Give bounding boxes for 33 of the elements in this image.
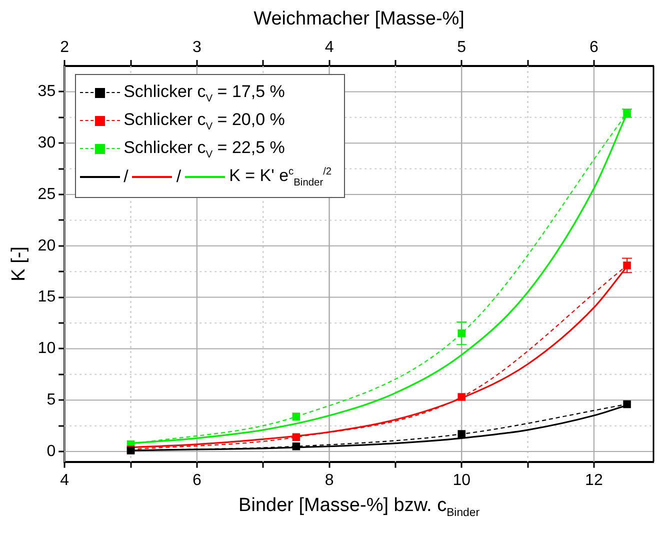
- point: [623, 400, 631, 408]
- legend-label: Schlicker c$_{V}$ = 20,0 %: [124, 110, 285, 132]
- x2-tick-label: 3: [192, 38, 202, 56]
- x-tick-label: 10: [452, 472, 471, 489]
- y-axis-title: K [-]: [8, 246, 30, 282]
- y-tick-label: 5: [46, 392, 56, 409]
- y-tick-label: 30: [38, 134, 56, 152]
- point: [623, 262, 631, 270]
- point: [292, 412, 300, 420]
- x-tick-label: 4: [60, 472, 70, 489]
- y-tick-label: 10: [38, 340, 56, 358]
- legend-label: /: [124, 167, 128, 187]
- x2-axis-title: Weichmacher [Masse-%]: [254, 8, 464, 30]
- point: [458, 430, 466, 438]
- x2-tick-label: 4: [324, 38, 334, 56]
- y-tick-label: 15: [38, 288, 56, 306]
- point: [292, 442, 300, 450]
- x-axis-title: Binder [Masse-%] bzw. c$_{Binder}$: [238, 495, 481, 519]
- point: [292, 433, 300, 442]
- x-tick-label: 6: [192, 472, 202, 489]
- x-tick-label: 12: [585, 472, 603, 489]
- y-tick-label: 35: [38, 83, 56, 100]
- x2-tick-label: 5: [457, 38, 466, 56]
- point: [458, 393, 466, 401]
- y-tick-label: 20: [38, 237, 56, 254]
- x-tick-label: 8: [324, 472, 334, 489]
- legend-label: Schlicker c$_{V}$ = 22,5 %: [124, 138, 285, 160]
- legend-label: /: [176, 167, 182, 187]
- legend-label: Schlicker c$_{V}$ = 17,5 %: [124, 82, 285, 104]
- x2-tick-label: 6: [589, 38, 598, 56]
- y-tick-label: 25: [38, 186, 56, 203]
- x2-tick-label: 2: [60, 38, 70, 56]
- y-tick-label: 0: [46, 442, 56, 460]
